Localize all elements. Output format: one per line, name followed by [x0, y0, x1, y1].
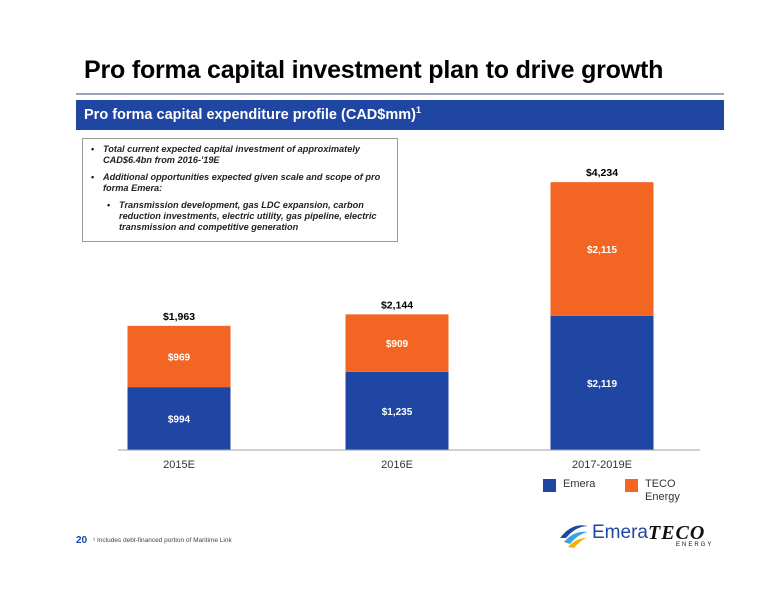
- x-tick-label: 2017-2019E: [572, 459, 632, 471]
- page-number: 20: [76, 535, 88, 546]
- x-tick-label: 2015E: [163, 459, 195, 471]
- page-title: Pro forma capital investment plan to dri…: [84, 56, 664, 84]
- teco-energy-logo: TECO ENERGY: [646, 522, 726, 552]
- bar-segment-emera: [550, 315, 654, 450]
- x-tick-label: 2016E: [381, 459, 413, 471]
- bar-value-label: $1,235: [382, 407, 413, 418]
- bar-total-label: $2,144: [381, 299, 413, 311]
- banner-footnote-marker: 1: [415, 105, 421, 116]
- teco-subtitle: ENERGY: [676, 542, 714, 548]
- legend-swatch-teco: [625, 479, 638, 492]
- bar-total-label: $4,234: [586, 167, 618, 179]
- bullet-item: Total current expected capital investmen…: [89, 144, 391, 166]
- sub-bullet-item: Transmission development, gas LDC expans…: [89, 200, 391, 233]
- bar-segment-teco: [127, 325, 231, 388]
- bar-value-label: $909: [386, 339, 409, 350]
- bar-segment-emera: [127, 387, 231, 450]
- bar-value-label: $2,119: [587, 379, 617, 390]
- emera-logo: Emera: [556, 520, 648, 550]
- bar-segment-teco: [550, 182, 654, 316]
- highlights-box: Total current expected capital investmen…: [82, 138, 398, 242]
- section-banner: Pro forma capital expenditure profile (C…: [76, 100, 724, 130]
- bar-value-label: $969: [168, 352, 191, 363]
- legend-label: Emera: [563, 478, 596, 490]
- teco-wordmark: TECO: [648, 522, 706, 544]
- footnote: ¹ Includes debt-financed portion of Mari…: [93, 537, 232, 544]
- bullet-item: Additional opportunities expected given …: [89, 172, 391, 194]
- bar-total-label: $1,963: [163, 311, 195, 323]
- bar-value-label: $2,115: [587, 245, 617, 256]
- legend-label: TECO Energy: [645, 478, 680, 503]
- title-divider: [76, 93, 724, 95]
- banner-text: Pro forma capital expenditure profile (C…: [84, 107, 416, 123]
- emera-logo-mark: [560, 525, 588, 548]
- emera-wordmark: Emera: [592, 522, 648, 543]
- bar-value-label: $994: [168, 415, 191, 426]
- bar-segment-teco: [345, 314, 449, 372]
- bar-segment-emera: [345, 371, 449, 450]
- legend-swatch-emera: [543, 479, 556, 492]
